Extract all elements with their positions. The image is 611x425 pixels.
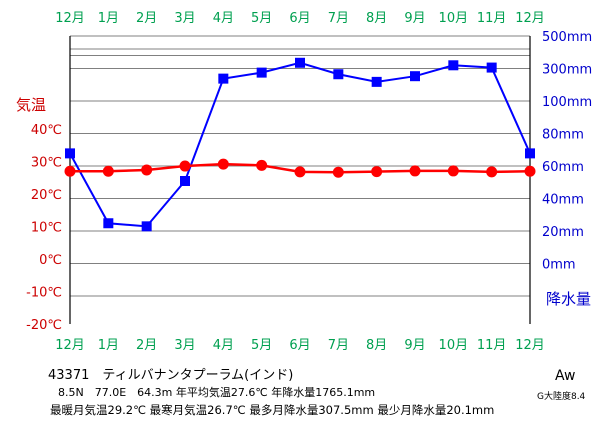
precipitation-point [103,218,114,229]
bottom-month-labels: 12月 1月 2月 3月 4月 5月 6月 7月 8月 9月 10月 11月 12月 [55,338,545,353]
temperature-point [409,165,421,177]
temperature-point [371,166,383,178]
precipitation-point [65,148,75,159]
temperature-series [64,158,536,178]
bottom-month-label: 9月 [404,338,425,353]
temperature-point [64,165,76,177]
bottom-month-label: 2月 [136,338,157,353]
bottom-month-label: 6月 [289,338,310,353]
bottom-month-label: 4月 [213,338,234,353]
precipitation-point [218,73,229,84]
bottom-month-label: 10月 [439,338,469,353]
temperature-tick-label: 40℃ [31,123,62,138]
top-month-label: 8月 [366,11,387,26]
bottom-month-label: 11月 [477,338,507,353]
temperature-point [447,165,459,177]
precipitation-axis-ticks: 500mm 300mm 100mm 80mm 60mm 40mm 20mm 0mm [542,30,592,273]
temperature-point [102,165,114,177]
temperature-axis-ticks: 40℃ 30℃ 20℃ 10℃ 0℃ -10℃ -20℃ [26,123,62,333]
bottom-month-label: 12月 [55,338,85,353]
precipitation-tick-label: 300mm [542,63,592,78]
temperature-point [141,164,153,176]
top-month-label: 2月 [136,11,157,26]
top-month-label: 1月 [98,11,119,26]
temperature-point [256,159,268,171]
precipitation-tick-label: 40mm [542,193,584,208]
temperature-point [486,166,498,178]
bottom-month-label: 12月 [515,338,545,353]
top-month-label: 12月 [515,11,545,26]
continentality-index: G大陸度8.4 [537,392,586,402]
temperature-tick-label: -10℃ [26,286,62,301]
precipitation-point [410,71,420,82]
temperature-tick-label: 20℃ [31,188,62,203]
precipitation-point [486,62,497,73]
bottom-month-label: 8月 [366,338,387,353]
precipitation-tick-label: 80mm [542,128,584,143]
precipitation-tick-label: 60mm [542,160,584,175]
top-month-label: 5月 [251,11,272,26]
temperature-point [179,160,191,172]
temperature-axis-title: 気温 [16,96,46,114]
temperature-point [332,166,344,178]
temperature-point [294,166,306,178]
precipitation-tick-label: 500mm [542,30,592,45]
top-month-label: 11月 [477,11,507,26]
koppen-climate-code: Aw [555,368,576,384]
top-month-label: 4月 [213,11,234,26]
temperature-tick-label: 0℃ [39,253,62,268]
precipitation-point [295,57,305,68]
grid-lines [70,35,530,297]
top-month-label: 10月 [439,11,469,26]
temperature-tick-label: 30℃ [31,156,62,171]
precipitation-point [525,148,535,159]
precipitation-point [333,69,344,80]
top-month-label: 3月 [174,11,195,26]
station-location-summary: 8.5N 77.0E 64.3m 年平均気温27.6℃ 年降水量1765.1mm [58,386,376,399]
precipitation-point [180,176,190,186]
top-month-labels: 12月 1月 2月 3月 4月 5月 6月 7月 8月 9月 10月 11月 12月 [55,11,545,26]
temperature-tick-label: 10℃ [31,221,62,236]
precipitation-tick-label: 20mm [542,225,584,240]
top-month-label: 12月 [55,11,85,26]
precipitation-series [65,57,535,232]
bottom-month-label: 3月 [174,338,195,353]
bottom-month-label: 5月 [251,338,272,353]
top-month-label: 9月 [404,11,425,26]
bottom-month-label: 1月 [98,338,119,353]
temperature-point [524,165,536,177]
top-month-label: 7月 [328,11,349,26]
precipitation-axis-title: 降水量 [546,290,591,308]
precipitation-point [256,67,267,78]
temperature-tick-label: -20℃ [26,318,62,333]
precipitation-tick-label: 100mm [542,95,592,110]
precipitation-point [371,76,382,87]
precipitation-tick-label: 0mm [542,258,576,273]
station-code-name: 43371 ティルバナンタプーラム(インド) [48,368,294,383]
plot-frame [69,36,531,324]
top-month-label: 6月 [289,11,310,26]
precipitation-point [448,60,459,71]
station-extremes-summary: 最暖月気温29.2℃ 最寒月気温26.7℃ 最多月降水量307.5mm 最少月降… [50,403,495,417]
precipitation-point [141,221,152,232]
precipitation-line [69,61,531,228]
bottom-month-label: 7月 [328,338,349,353]
temperature-point [217,158,229,170]
